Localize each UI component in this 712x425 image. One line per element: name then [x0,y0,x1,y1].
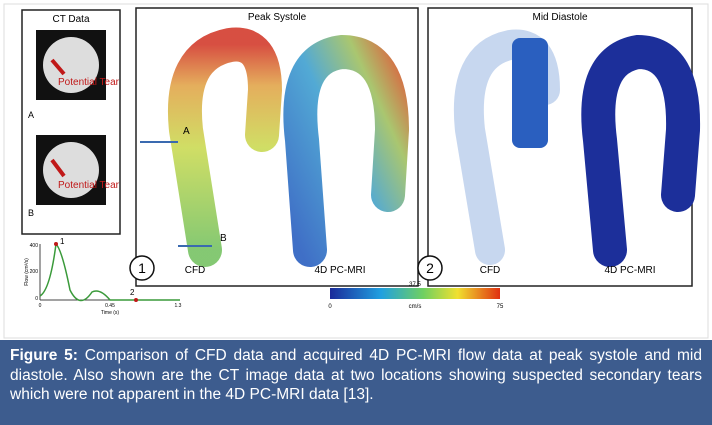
marker-label: 1 [60,237,65,246]
cut-label: B [220,233,227,244]
x-tick-label: 1.3 [175,303,182,309]
cfd-volume [512,38,548,148]
y-tick-label: 200 [30,269,39,275]
number-badge [417,255,443,281]
panel-number: 2 [426,260,434,276]
x-tick-label: 0 [39,303,42,309]
method-label: 4D PC-MRI [314,265,365,276]
cut-label: A [183,126,190,137]
y-tick-label: 0 [35,296,38,302]
panel-number: 1 [138,260,146,276]
cfd-aorta [168,27,283,267]
arrow [50,158,66,178]
panel-title: Mid Diastole [532,12,587,23]
ct-label: B [28,208,34,218]
arrow [50,58,66,76]
mri-aorta [581,34,701,267]
colorbar-tick: 75 [497,304,504,310]
ct-title: CT Data [52,14,89,25]
method-label: 4D PC-MRI [604,265,655,276]
method-label: CFD [185,265,206,276]
x-tick-label: 0.45 [105,303,115,309]
ct-label: A [28,110,34,120]
figure: CT Data Potential Tear A Potential Tear … [3,3,709,339]
marker [54,242,58,246]
panel-title: Peak Systole [248,12,307,23]
colorbar-tick: 37.5 [409,282,421,288]
ct-vessel [43,142,99,198]
colorbar-unit: cm/s [409,304,422,310]
caption-text: Comparison of CFD data and acquired 4D P… [10,347,702,403]
colorbar [330,288,500,299]
caption-label: Figure 5: [10,347,78,364]
ct-annotation: Potential Tear [58,180,120,191]
method-label: CFD [480,265,501,276]
ct-vessel [43,37,99,93]
mri-aorta [283,34,410,267]
flow-curve [39,242,180,302]
caption: Figure 5: Comparison of CFD data and acq… [0,340,712,425]
ct-annotation: Potential Tear [58,77,120,88]
marker [134,298,138,302]
y-axis-label: Flow (cm³/s) [24,258,30,286]
y-tick-label: 400 [30,243,39,249]
number-badge [129,255,155,281]
colorbar-tick: 0 [328,304,332,310]
x-axis-label: Time (s) [101,310,119,316]
marker-label: 2 [130,288,135,297]
